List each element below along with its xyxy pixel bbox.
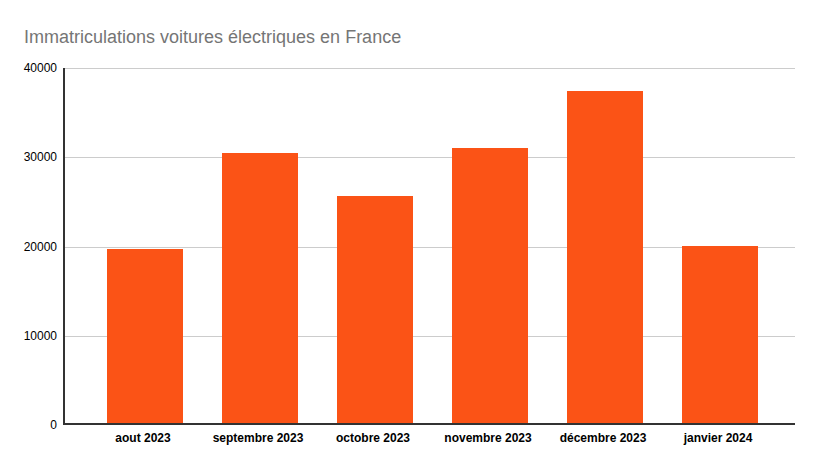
bar-novembre-2023 xyxy=(452,148,528,423)
gridline xyxy=(65,157,795,158)
y-axis-tick-label: 20000 xyxy=(0,240,57,254)
bar-décembre-2023 xyxy=(567,91,643,423)
y-axis-tick-label: 30000 xyxy=(0,150,57,164)
x-axis-tick-label: janvier 2024 xyxy=(648,431,788,445)
bar-septembre-2023 xyxy=(222,153,298,423)
bar-aout-2023 xyxy=(107,249,183,423)
y-axis-tick-label: 0 xyxy=(0,418,57,432)
y-axis-tick-label: 10000 xyxy=(0,329,57,343)
gridline xyxy=(65,68,795,69)
plot-area xyxy=(63,68,795,425)
chart-title: Immatriculations voitures électriques en… xyxy=(24,26,401,48)
chart-canvas: Immatriculations voitures électriques en… xyxy=(0,0,819,469)
bar-janvier-2024 xyxy=(682,246,758,423)
y-axis-tick-label: 40000 xyxy=(0,61,57,75)
bar-octobre-2023 xyxy=(337,196,413,423)
